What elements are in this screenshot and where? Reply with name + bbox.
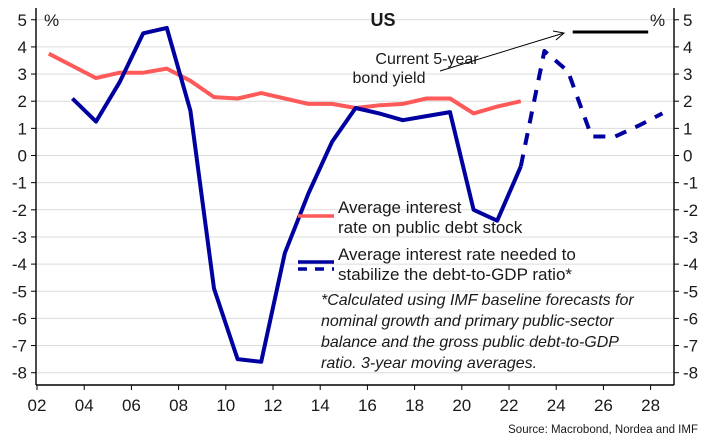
- bond-yield-annotation-line1: Current 5-year: [375, 51, 479, 68]
- left-y-tick-label: 0: [18, 147, 27, 166]
- right-y-tick-label: 1: [683, 119, 692, 138]
- series-line-debt-stock-rate: [47, 51, 522, 116]
- x-tick-label: 26: [594, 396, 613, 415]
- left-y-tick-label: 4: [18, 38, 27, 57]
- arrow-head: [552, 30, 566, 41]
- left-y-unit-label: %: [44, 11, 59, 30]
- left-y-tick-label: -3: [12, 228, 27, 247]
- source-note: Source: Macrobond, Nordea and IMF: [508, 424, 698, 436]
- x-tick-labels: 02 04 06 08 10 12 14 16 18 20 22 24 26 28: [28, 385, 660, 415]
- x-tick-label: 10: [216, 396, 235, 415]
- right-y-tick-label: 5: [683, 11, 692, 30]
- x-tick-label: 14: [311, 396, 330, 415]
- right-y-tick-label: -2: [683, 201, 698, 220]
- right-y-tick-label: 4: [683, 38, 692, 57]
- left-y-tick-label: -4: [12, 255, 27, 274]
- footnote-line1: *Calculated using IMF baseline forecasts…: [321, 292, 634, 309]
- footnote: *Calculated using IMF baseline forecasts…: [321, 292, 634, 372]
- x-tick-label: 06: [122, 396, 141, 415]
- left-y-tick-label: -5: [12, 282, 27, 301]
- left-y-tick-label: 5: [18, 11, 27, 30]
- footnote-line2: nominal growth and primary public-sector: [321, 313, 614, 330]
- x-tick-label: 24: [547, 396, 566, 415]
- right-y-tick-label: -1: [683, 174, 698, 193]
- gridlines: [31, 19, 679, 374]
- x-tick-label: 02: [28, 396, 47, 415]
- legend-label-stabilize-line1: Average interest rate needed to: [338, 245, 576, 264]
- right-y-tick-label: 2: [683, 92, 692, 111]
- left-y-tick-label: -6: [12, 309, 27, 328]
- right-y-tick-label: -4: [683, 255, 698, 274]
- arrow-shaft: [439, 32, 565, 72]
- right-y-tick-label: -5: [683, 282, 698, 301]
- x-tick-label: 18: [405, 396, 424, 415]
- left-y-tick-label: 3: [18, 65, 27, 84]
- legend-label-stabilize-line2: stabilize the debt-to-GDP ratio*: [338, 265, 572, 284]
- legend-label-debt-stock-line2: rate on public debt stock: [338, 218, 523, 237]
- series-line-stabilizing-rate-forecast: [518, 49, 664, 167]
- right-y-tick-label: 0: [683, 147, 692, 166]
- footnote-line3: balance and the gross public debt-to-GDP: [321, 334, 619, 351]
- left-y-tick-labels: 5 4 3 2 1 0 -1 -2 -3 -4 -5 -6 -7 -8: [12, 11, 27, 383]
- axes: [35, 8, 675, 386]
- x-tick-label: 28: [641, 396, 660, 415]
- series-line-stabilizing-rate: [71, 25, 523, 364]
- left-y-tick-label: -7: [12, 337, 27, 356]
- right-y-tick-label: -6: [683, 309, 698, 328]
- left-y-tick-label: 2: [18, 92, 27, 111]
- legend: Average interest rate on public debt sto…: [298, 198, 576, 284]
- x-tick-label: 20: [452, 396, 471, 415]
- bond-yield-annotation-line2: bond yield: [353, 70, 426, 87]
- bond-yield-arrow: [439, 30, 566, 72]
- x-tick-label: 22: [500, 396, 519, 415]
- right-y-unit-label: %: [650, 11, 665, 30]
- right-y-tick-labels: 5 4 3 2 1 0 -1 -2 -3 -4 -5 -6 -7 -8: [683, 11, 698, 383]
- left-y-tick-label: -1: [12, 174, 27, 193]
- left-y-tick-label: -8: [12, 364, 27, 383]
- footnote-line4: ratio. 3-year moving averages.: [321, 355, 537, 372]
- x-tick-label: 16: [358, 396, 377, 415]
- x-tick-label: 08: [169, 396, 188, 415]
- x-tick-label: 12: [264, 396, 283, 415]
- chart-title: US: [370, 10, 395, 30]
- legend-label-debt-stock-line1: Average interest: [338, 198, 462, 217]
- x-tick-label: 04: [75, 396, 94, 415]
- right-y-tick-label: -8: [683, 364, 698, 383]
- right-y-tick-label: -7: [683, 337, 698, 356]
- right-y-tick-label: 3: [683, 65, 692, 84]
- left-y-tick-label: 1: [18, 119, 27, 138]
- right-y-tick-label: -3: [683, 228, 698, 247]
- left-y-tick-label: -2: [12, 201, 27, 220]
- series-lines: [47, 25, 664, 364]
